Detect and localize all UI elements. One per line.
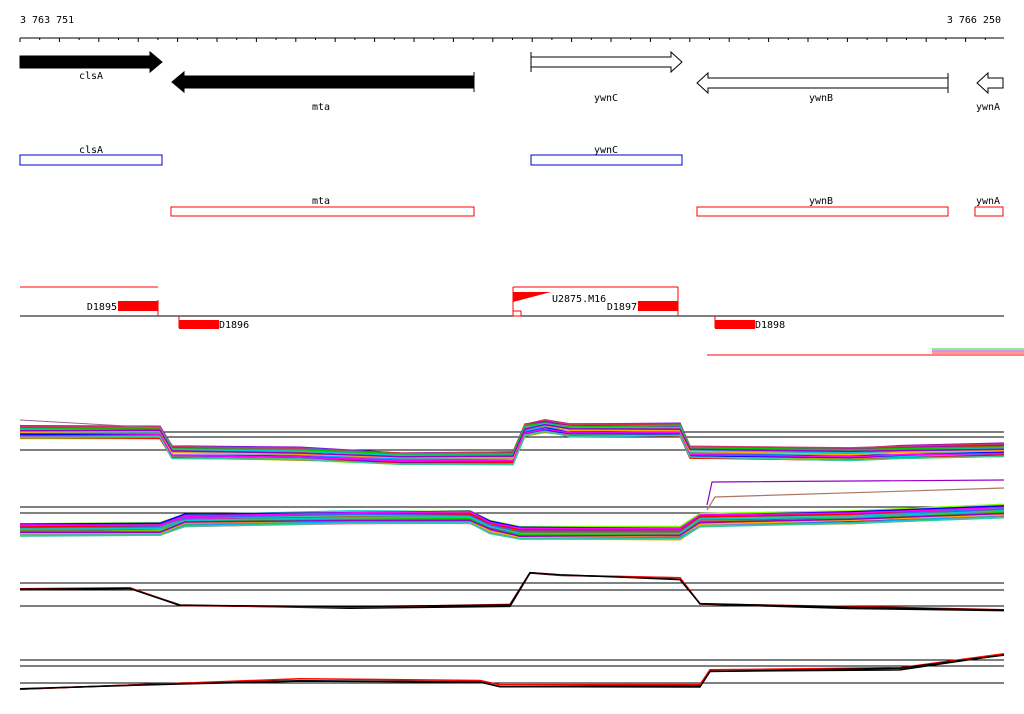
coordinate-ruler: 3 763 751 3 766 250 bbox=[19, 15, 1004, 42]
plus-box-label-ywnC: ywnC bbox=[594, 145, 618, 156]
ruler-ticks bbox=[19, 38, 986, 42]
gene-label-ywnB: ywnB bbox=[809, 93, 833, 104]
minus-strand-track: mta ywnB ywnA bbox=[170, 196, 1004, 217]
gene-arrow-clsA[interactable]: clsA bbox=[19, 50, 163, 82]
plus-box-label-clsA: clsA bbox=[79, 145, 103, 156]
gene-arrow-mta[interactable]: mta bbox=[171, 70, 475, 113]
minus-box-mta[interactable]: mta bbox=[170, 196, 475, 217]
expression-profile-panel-2 bbox=[19, 479, 1005, 541]
ruler-end-label: 3 766 250 bbox=[947, 15, 1001, 26]
feature-label-d1895: D1895 bbox=[87, 302, 117, 313]
minus-box-label-ywnA: ywnA bbox=[976, 196, 1000, 207]
ruler-start-label: 3 763 751 bbox=[20, 15, 74, 26]
feature-d1898[interactable]: D1898 bbox=[714, 316, 785, 331]
minus-box-label-ywnB: ywnB bbox=[809, 196, 833, 207]
feature-label-d1898: D1898 bbox=[755, 320, 785, 331]
minus-box-ywnA[interactable]: ywnA bbox=[974, 196, 1004, 217]
feature-track: D1895 D1896 U2875.M16 D1897 D1898 bbox=[20, 286, 1024, 356]
minus-box-label-mta: mta bbox=[312, 196, 330, 207]
feature-d1897[interactable]: D1897 bbox=[607, 287, 679, 316]
feature-u2875[interactable]: U2875.M16 bbox=[512, 287, 606, 317]
minus-box-ywnB[interactable]: ywnB bbox=[696, 196, 949, 217]
gene-label-clsA: clsA bbox=[79, 71, 103, 82]
gene-arrow-ywnC[interactable]: ywnC bbox=[530, 50, 683, 104]
expression-profile-panel-4 bbox=[19, 652, 1005, 691]
feature-d1896[interactable]: D1896 bbox=[178, 316, 249, 331]
expression-profile-panel-1 bbox=[19, 419, 1005, 466]
feature-label-u2875: U2875.M16 bbox=[552, 294, 606, 305]
gene-arrow-ywnA[interactable]: ywnA bbox=[976, 71, 1004, 113]
feature-d1895[interactable]: D1895 bbox=[87, 300, 159, 316]
gene-label-mta: mta bbox=[312, 102, 330, 113]
feature-label-d1897: D1897 bbox=[607, 302, 637, 313]
plus-box-clsA[interactable]: clsA bbox=[19, 145, 163, 166]
gene-arrow-track: clsA mta ywnC ywnB ywnA bbox=[19, 50, 1004, 113]
feature-label-d1896: D1896 bbox=[219, 320, 249, 331]
gene-arrow-ywnB[interactable]: ywnB bbox=[696, 71, 949, 104]
gene-label-ywnC: ywnC bbox=[594, 93, 618, 104]
plus-box-ywnC[interactable]: ywnC bbox=[530, 145, 683, 166]
gene-label-ywnA: ywnA bbox=[976, 102, 1000, 113]
plus-strand-track: clsA ywnC bbox=[19, 145, 683, 166]
expression-profile-panel-3 bbox=[19, 571, 1005, 612]
